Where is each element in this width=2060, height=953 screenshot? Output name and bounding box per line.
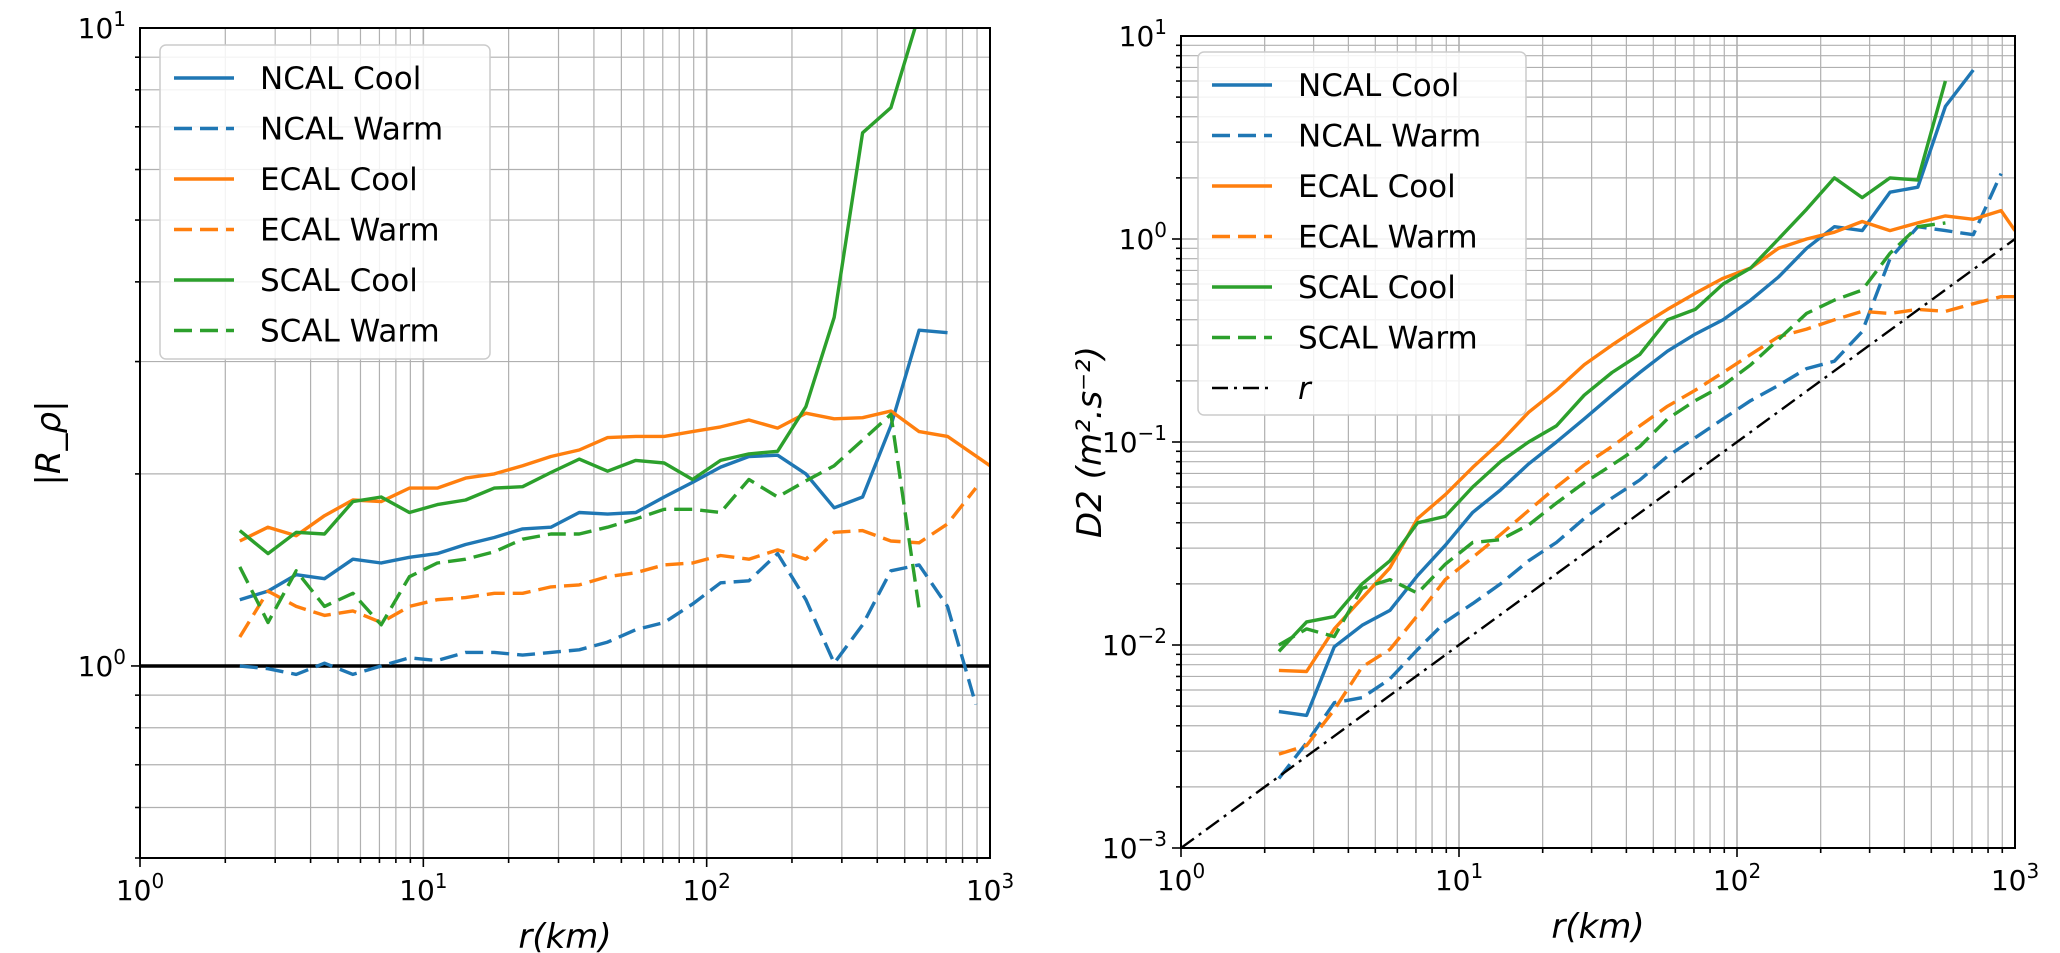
series-line-ncal-warm bbox=[239, 551, 978, 705]
legend-label: SCAL Warm bbox=[1298, 321, 1478, 357]
x-tick-label: 102 bbox=[682, 869, 730, 907]
y-tick-label: 10−1 bbox=[1102, 421, 1167, 459]
series-line-scal-cool bbox=[238, 28, 917, 556]
legend-label: ECAL Warm bbox=[1298, 220, 1478, 256]
left-axes-frame bbox=[139, 27, 991, 859]
x-tick-label: 103 bbox=[1991, 859, 2039, 897]
legend-label: ECAL Cool bbox=[1298, 169, 1456, 205]
x-tick-label: 101 bbox=[399, 869, 447, 907]
legend-label: NCAL Warm bbox=[1298, 119, 1481, 155]
series-line-r bbox=[1181, 238, 2015, 848]
legend-label: r bbox=[1298, 371, 1313, 407]
right-chart: 100 101 102 103 10−3 10−2 10−1 100 101 r(km) D2 (m… bbox=[1070, 15, 2039, 947]
legend-label: NCAL Cool bbox=[1298, 68, 1459, 104]
y-tick-label: 100 bbox=[78, 645, 126, 683]
left-y-axis-label: |R_ρ| bbox=[29, 400, 69, 485]
series-line-scal-cool bbox=[1277, 80, 1948, 653]
legend-label: ECAL Cool bbox=[260, 162, 418, 198]
y-tick-label: 101 bbox=[78, 7, 126, 45]
left-x-axis-label: r(km) bbox=[518, 917, 611, 953]
series-line-ncal-cool bbox=[239, 328, 948, 602]
series-line-ecal-warm bbox=[1278, 295, 2015, 756]
left-legend: NCAL Cool NCAL Warm ECAL Cool ECAL Warm SCAL… bbox=[159, 44, 491, 360]
y-tick-label: 10−3 bbox=[1102, 827, 1167, 865]
right-x-axis-label: r(km) bbox=[1551, 907, 1644, 947]
series-line-scal-warm bbox=[238, 412, 921, 627]
y-tick-label: 101 bbox=[1119, 15, 1167, 53]
right-series-group bbox=[1181, 68, 2015, 848]
y-tick-label: 100 bbox=[1119, 218, 1167, 256]
legend-label: SCAL Warm bbox=[260, 314, 440, 350]
series-line-ncal-cool bbox=[1278, 68, 1975, 718]
x-tick-label: 103 bbox=[966, 869, 1014, 907]
legend-box bbox=[159, 44, 491, 360]
legend-label: ECAL Warm bbox=[260, 213, 440, 249]
left-series-group bbox=[238, 28, 990, 705]
y-tick-label: 10−2 bbox=[1102, 624, 1167, 662]
x-tick-label: 102 bbox=[1713, 859, 1761, 897]
right-legend: NCAL Cool NCAL Warm ECAL Cool ECAL Warm SCAL… bbox=[1197, 51, 1527, 416]
left-tick-marks bbox=[131, 56, 978, 867]
right-tick-marks bbox=[1172, 44, 2004, 857]
legend-label: NCAL Cool bbox=[260, 61, 421, 97]
series-line-scal-warm bbox=[1278, 221, 1946, 647]
legend-label: SCAL Cool bbox=[260, 263, 418, 299]
x-tick-label: 101 bbox=[1435, 859, 1483, 897]
x-tick-label: 100 bbox=[116, 869, 164, 907]
x-tick-label: 100 bbox=[1157, 859, 1205, 897]
right-y-axis-label: D2 (m².s⁻²) bbox=[1070, 346, 1110, 538]
series-line-ncal-warm bbox=[1277, 172, 2003, 780]
legend-box bbox=[1197, 51, 1527, 416]
legend-label: SCAL Cool bbox=[1298, 270, 1456, 306]
legend-label: NCAL Warm bbox=[260, 112, 443, 148]
